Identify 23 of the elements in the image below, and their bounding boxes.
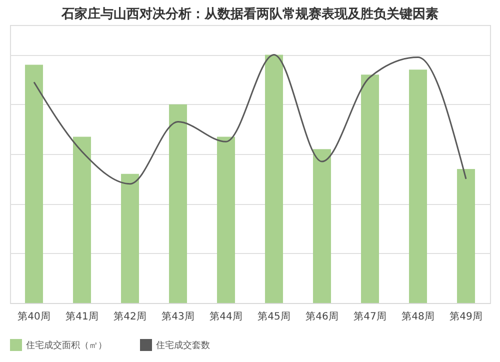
bar xyxy=(409,70,427,303)
legend-label: 住宅成交套数 xyxy=(156,340,210,351)
x-tick-label: 第47周 xyxy=(354,310,386,322)
x-tick-label: 第49周 xyxy=(450,310,482,322)
bar xyxy=(169,104,187,303)
chart-title: 石家庄与山西对决分析：从数据看两队常规赛表现及胜负关键因素 xyxy=(60,6,438,22)
bar xyxy=(361,74,379,303)
bar xyxy=(25,64,43,303)
x-tick-label: 第42周 xyxy=(114,310,146,322)
x-tick-label: 第48周 xyxy=(402,310,434,322)
x-tick-label: 第45周 xyxy=(258,310,290,322)
bar xyxy=(217,136,235,303)
bar xyxy=(73,136,91,303)
bar xyxy=(313,149,331,303)
x-tick-label: 第40周 xyxy=(18,310,50,322)
legend-label: 住宅成交面积（㎡） xyxy=(26,340,107,351)
bar xyxy=(457,168,475,303)
x-tick-label: 第41周 xyxy=(66,310,98,322)
x-tick-label: 第44周 xyxy=(210,310,242,322)
x-tick-label: 第46周 xyxy=(306,310,338,322)
bar xyxy=(265,54,283,303)
x-tick-label: 第43周 xyxy=(162,310,194,322)
bar xyxy=(121,174,139,303)
